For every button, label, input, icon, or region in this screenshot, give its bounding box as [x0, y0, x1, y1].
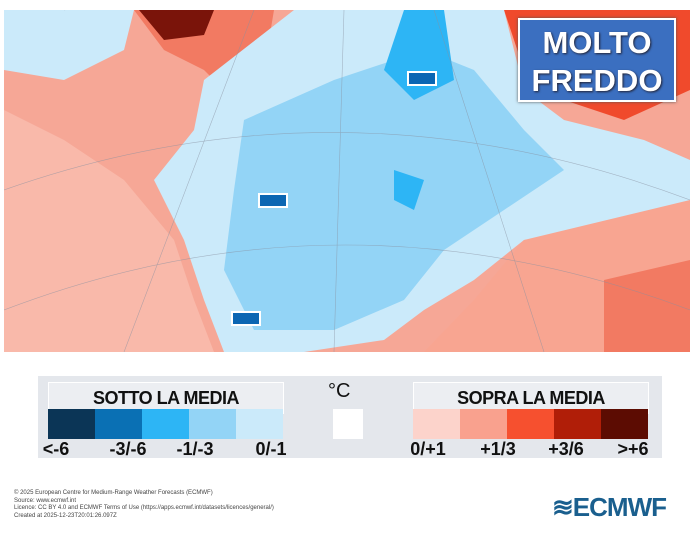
- legend-label: -3/-6: [109, 439, 147, 459]
- swatch-p1-3: [460, 409, 507, 439]
- legend-label: -1/-3: [176, 439, 214, 459]
- swatch-neutral: [333, 409, 363, 439]
- legend-label: <-6: [42, 439, 70, 459]
- ecmwf-wave-icon: ≋: [552, 492, 574, 522]
- logo-text: ECMWF: [572, 492, 667, 522]
- swatch-below-6: [48, 409, 95, 439]
- legend-label: +1/3: [480, 439, 516, 459]
- ecmwf-logo: ≋ECMWF: [552, 492, 667, 523]
- swatch-p6-dark: [601, 409, 648, 439]
- location-marker: [258, 193, 288, 208]
- swatch-3-6: [95, 409, 142, 439]
- created-at: Created at 2025-12-23T20:01:26.097Z: [14, 512, 117, 519]
- badge-line2: FREDDO: [531, 63, 663, 98]
- source: Source: www.ecmwf.int: [14, 497, 77, 504]
- swatch-p0-1: [413, 409, 460, 439]
- swatch-0-1-light: [236, 409, 283, 439]
- legend-label: >+6: [617, 439, 649, 459]
- legend-label: 0/-1: [255, 439, 287, 459]
- copyright-footer: © 2025 European Centre for Medium-Range …: [14, 490, 274, 520]
- badge-line1: MOLTO: [542, 25, 652, 60]
- location-marker: [407, 71, 437, 86]
- color-legend: SOTTO LA MEDIA SOPRA LA MEDIA °C <-6 -3/…: [38, 376, 662, 459]
- licence: Licence: CC BY 4.0 and ECMWF Terms of Us…: [14, 505, 274, 511]
- legend-label: +3/6: [548, 439, 584, 459]
- swatch-p6: [554, 409, 601, 439]
- copyright: © 2025 European Centre for Medium-Range …: [14, 490, 213, 496]
- unit-label: °C: [328, 380, 351, 402]
- below-average-title: SOTTO LA MEDIA: [48, 382, 284, 414]
- swatch-p3-6: [507, 409, 554, 439]
- legend-label: 0/+1: [410, 439, 446, 459]
- molto-freddo-badge: MOLTO FREDDO: [518, 18, 676, 102]
- location-marker: [231, 311, 261, 326]
- swatch-0-1: [189, 409, 236, 439]
- swatch-1-3: [142, 409, 189, 439]
